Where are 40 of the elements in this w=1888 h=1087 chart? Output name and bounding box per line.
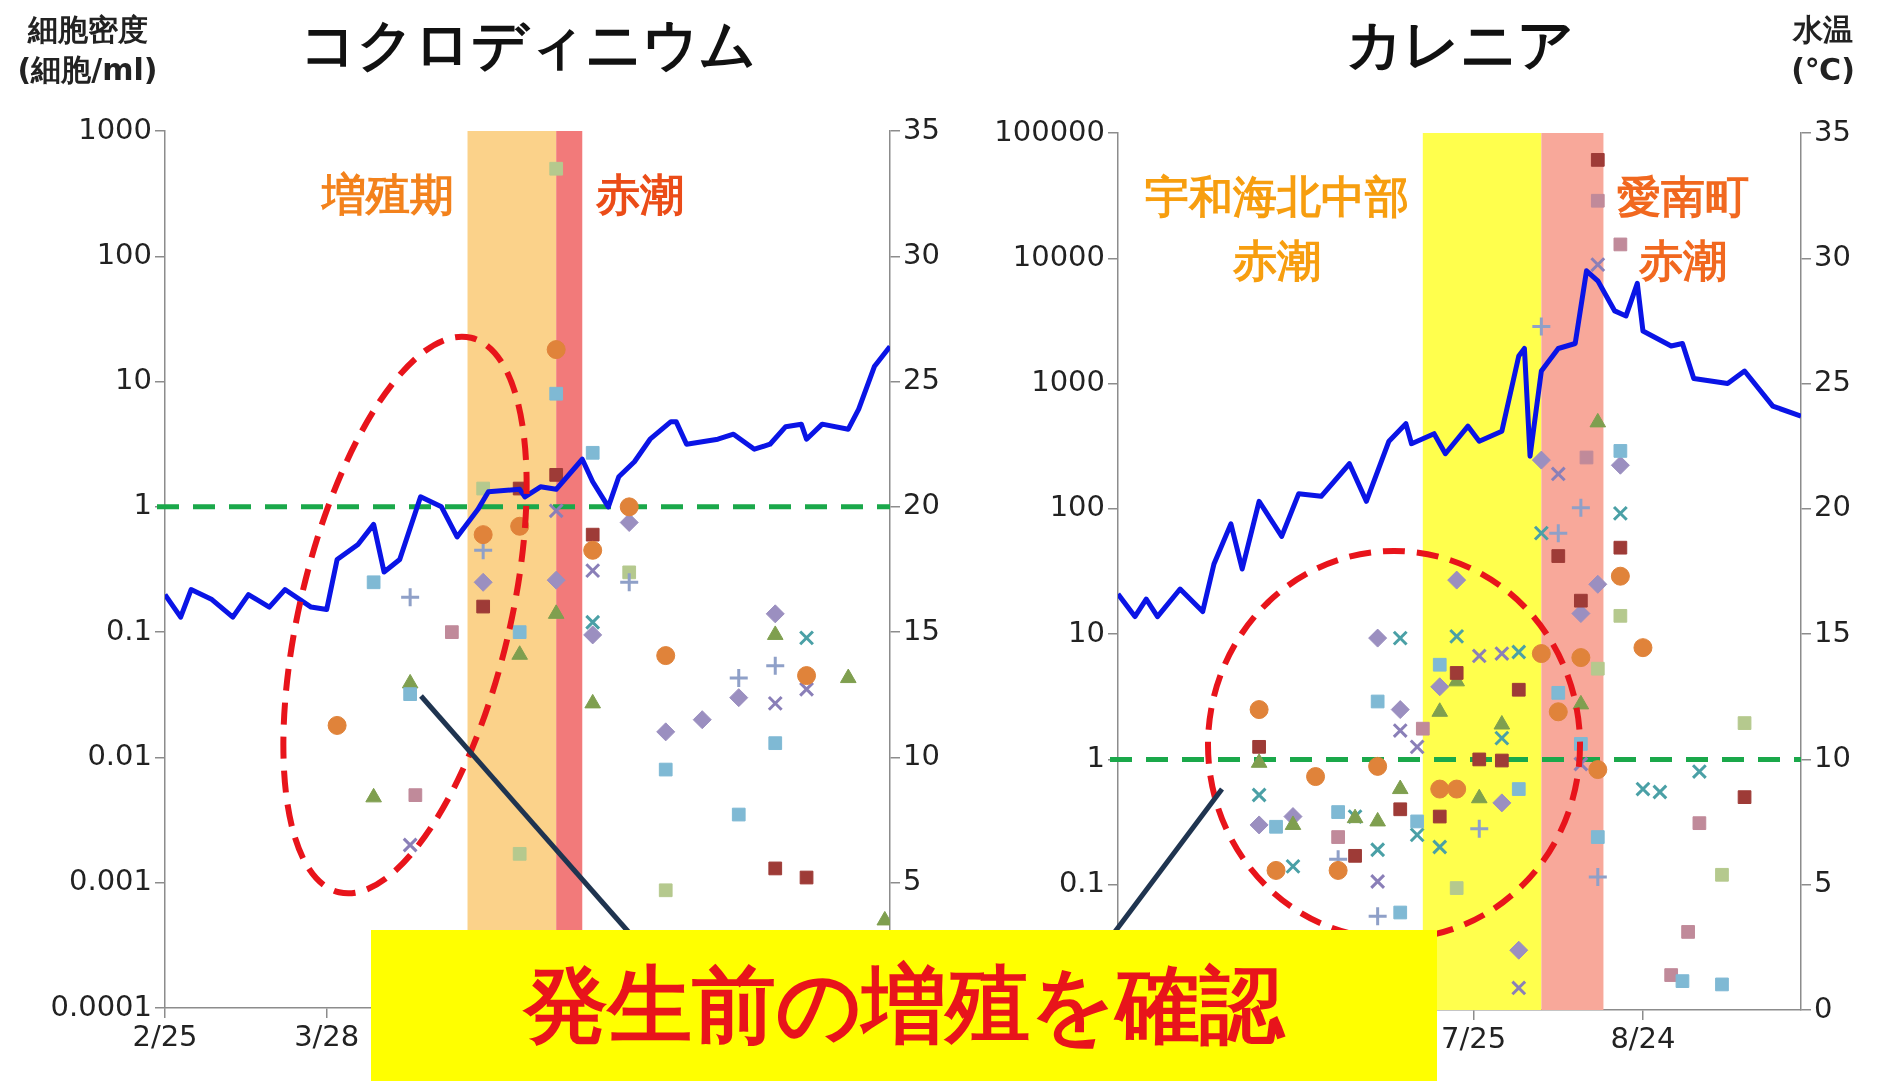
y-tick-label: 0.1 [105,612,152,647]
y2-tick-label: 15 [1814,614,1851,649]
band-label: 赤潮 [595,169,685,221]
y-tick-label: 0.001 [68,863,152,898]
x-tick-label: 7/25 [1441,1020,1507,1055]
y-tick-label: 10 [115,362,152,397]
y-tick-label: 0.01 [87,737,152,772]
y-tick-label: 100 [1049,489,1105,524]
y-tick-label: 10 [1068,614,1105,649]
y2-tick-label: 30 [1814,238,1851,273]
y2-tick-label: 10 [903,737,940,772]
y2-tick-label: 10 [1814,739,1851,774]
chart-title: カレニア [1345,12,1574,77]
y2-tick-label: 30 [903,236,940,271]
y-tick-label: 1 [1086,739,1105,774]
y2-tick-label: 20 [903,487,940,522]
y2-tick-label: 20 [1814,489,1851,524]
band-label: 増殖期 [319,169,454,221]
y-tick-label: 10000 [1012,238,1105,273]
y-tick-label: 100 [96,236,152,271]
x-tick-label: 8/24 [1610,1020,1676,1055]
y2-tick-label: 0 [1814,990,1833,1025]
y-tick-label: 0.1 [1058,865,1105,900]
y-tick-label: 100000 [994,113,1105,148]
y2-tick-label: 25 [1814,364,1851,399]
y2-tick-label: 35 [903,111,940,146]
y-axis-title: 細胞密度 (細胞/ml) [16,11,159,89]
band-label: 宇和海北中部赤潮 [1144,171,1409,287]
y2-tick-label: 15 [903,612,940,647]
y-tick-label: 1000 [1031,364,1105,399]
y-tick-label: 1 [133,487,152,522]
y2-tick-label: 5 [903,863,922,898]
y2-tick-label: 5 [1814,865,1833,900]
y2-tick-label: 35 [1814,113,1851,148]
x-tick-label: 3/28 [294,1018,360,1053]
y2-tick-label: 25 [903,362,940,397]
band-label: 愛南町赤潮 [1617,171,1750,287]
chart-title: コクロディニウム [298,11,757,79]
y-tick-label: 1000 [78,111,152,146]
y2-axis-title: 水温 (℃) [1790,11,1856,89]
